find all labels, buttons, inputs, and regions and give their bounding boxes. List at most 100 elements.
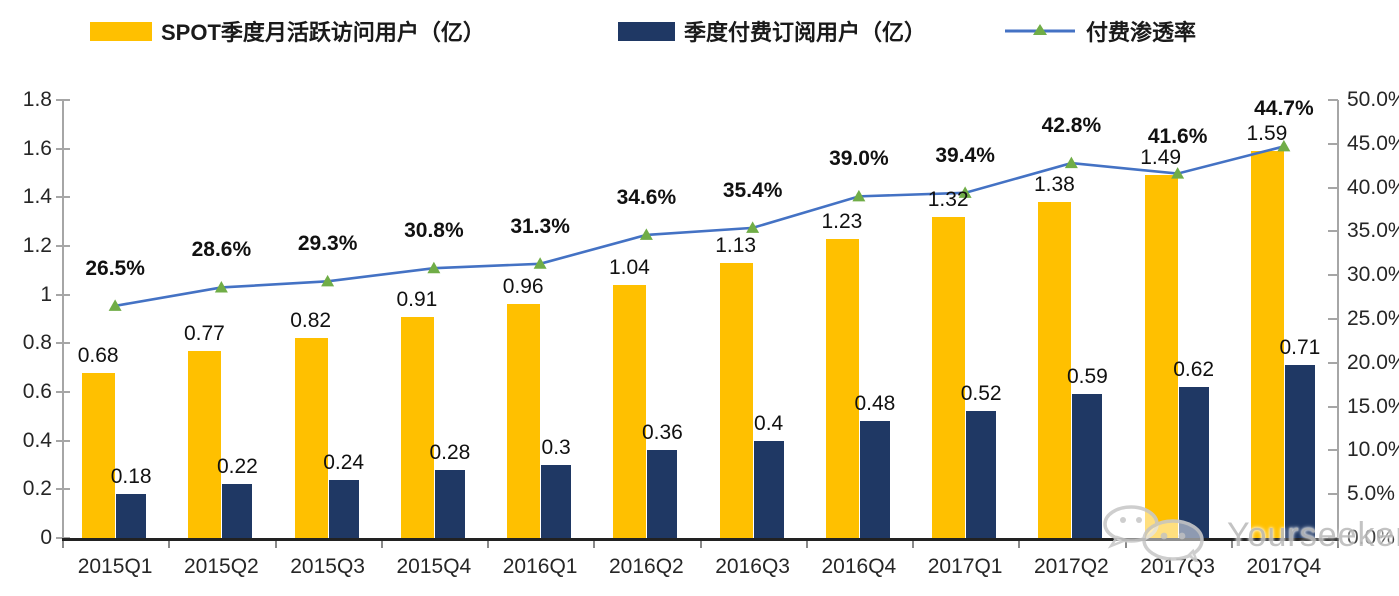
subscriber-bar-value-label: 0.71 — [1279, 336, 1321, 360]
right-axis-tick-label: 35.0% — [1347, 219, 1399, 243]
x-axis-tick — [168, 541, 171, 548]
penetration-value-label: 44.7% — [1254, 97, 1314, 121]
watermark-text: Yourseeker — [1227, 516, 1399, 554]
x-axis-tick — [274, 541, 277, 548]
x-axis-tick — [1124, 541, 1127, 548]
subscriber-bar — [647, 450, 678, 538]
right-axis-tick — [1328, 274, 1338, 277]
left-axis-tick — [56, 488, 70, 491]
legend-subscribers-label: 季度付费订阅用户（亿） — [684, 20, 927, 45]
subscriber-bar — [116, 494, 147, 538]
mau-bar-value-label: 1.23 — [821, 209, 863, 233]
left-axis-tick — [56, 391, 70, 393]
mau-bar — [719, 263, 753, 538]
right-axis-tick-label: 40.0% — [1347, 175, 1399, 199]
right-y-axis-line — [1337, 100, 1339, 538]
right-axis-tick — [1328, 318, 1338, 320]
left-axis-tick-label: 0.2 — [22, 477, 52, 501]
mau-bar-value-label: 1.38 — [1033, 173, 1075, 197]
x-axis-tick — [62, 541, 64, 548]
subscriber-bar-value-label: 0.18 — [110, 465, 152, 489]
legend-item-subscribers: 季度付费订阅用户（亿） — [618, 17, 926, 45]
subscriber-bar-value-label: 0.36 — [641, 421, 683, 445]
wechat-icon — [1093, 504, 1223, 567]
x-axis-category-label: 2016Q3 — [715, 555, 790, 578]
legend-item-mau: SPOT季度月活跃访问用户（亿） — [90, 17, 485, 45]
subscriber-bar-value-label: 0.4 — [754, 411, 784, 435]
penetration-marker-icon — [639, 228, 653, 240]
mau-bar — [825, 238, 859, 538]
left-axis-tick-label: 1.4 — [22, 185, 52, 209]
x-axis-category-label: 2016Q2 — [609, 555, 684, 578]
x-axis-tick — [805, 541, 808, 548]
subscriber-bar-value-label: 0.28 — [429, 440, 471, 464]
mau-bar-value-label: 0.82 — [290, 309, 332, 333]
penetration-value-label: 35.4% — [722, 178, 783, 202]
penetration-legend-line-icon — [1003, 20, 1077, 42]
right-axis-tick-label: 15.0% — [1347, 394, 1399, 418]
x-axis-tick — [1018, 541, 1021, 548]
subscriber-bar — [966, 411, 997, 538]
left-axis-tick — [56, 342, 70, 345]
mau-bar — [613, 284, 647, 538]
subscriber-bar — [1072, 394, 1103, 538]
subscriber-bar — [541, 465, 572, 538]
subscriber-bar — [434, 469, 465, 538]
penetration-value-label: 41.6% — [1147, 124, 1208, 148]
subscriber-bar-value-label: 0.62 — [1173, 358, 1215, 382]
right-axis-tick — [1328, 449, 1338, 452]
x-axis-tick — [593, 541, 596, 548]
right-axis-tick-label: 25.0% — [1347, 307, 1399, 330]
penetration-marker-icon — [746, 221, 760, 233]
mau-bar-value-label: 0.96 — [502, 275, 544, 299]
subscriber-bar-value-label: 0.59 — [1066, 365, 1108, 389]
penetration-marker-icon — [321, 274, 335, 287]
left-axis-tick-label: 1 — [40, 282, 52, 306]
right-axis-tick-label: 45.0% — [1347, 131, 1399, 155]
x-axis-category-label: 2016Q4 — [821, 555, 897, 578]
mau-bar-value-label: 0.91 — [396, 287, 438, 311]
mau-bar — [507, 304, 541, 538]
left-axis-tick — [56, 245, 70, 247]
mau-bar-value-label: 1.59 — [1246, 122, 1288, 146]
x-axis-category-label: 2016Q1 — [502, 555, 578, 578]
subscribers-legend-swatch-icon — [618, 21, 675, 41]
x-axis-category-label: 2017Q4 — [1246, 555, 1322, 578]
legend-item-penetration: 付费渗透率 — [1003, 17, 1196, 45]
right-axis-tick — [1328, 99, 1338, 101]
right-axis-tick-label: 50.0% — [1347, 88, 1399, 111]
x-axis-category-label: 2017Q2 — [1034, 555, 1109, 578]
penetration-marker-icon — [108, 299, 122, 311]
x-axis-line — [62, 538, 1339, 541]
legend-penetration-label: 付费渗透率 — [1086, 20, 1197, 45]
subscriber-bar-value-label: 0.3 — [541, 436, 571, 459]
mau-bar — [188, 350, 222, 538]
right-axis-tick — [1328, 493, 1338, 496]
mau-bar — [294, 338, 328, 538]
x-axis-tick — [1337, 541, 1339, 548]
right-axis-tick-label: 20.0% — [1347, 350, 1399, 374]
subscriber-bar — [222, 484, 253, 538]
penetration-marker-icon — [533, 257, 547, 269]
left-axis-tick — [56, 147, 70, 150]
mau-bar — [400, 316, 434, 538]
x-axis-tick — [487, 541, 489, 548]
subscriber-bar — [1284, 365, 1315, 538]
subscriber-bar-value-label: 0.24 — [323, 450, 365, 474]
right-axis-tick — [1328, 405, 1338, 408]
mau-legend-swatch-icon — [90, 21, 152, 41]
x-axis-tick — [912, 541, 914, 548]
subscriber-bar-value-label: 0.48 — [854, 392, 896, 416]
mau-bar-value-label: 0.68 — [77, 343, 119, 367]
left-axis-tick — [56, 293, 70, 296]
left-axis-tick-label: 1.6 — [22, 136, 52, 160]
right-axis-tick-label: 0.0% — [1347, 526, 1395, 549]
x-axis-tick — [380, 541, 383, 548]
legend-mau-label: SPOT季度月活跃访问用户（亿） — [161, 20, 485, 45]
subscriber-bar — [859, 421, 890, 538]
mau-bar-value-label: 1.13 — [715, 234, 757, 258]
x-axis-category-label: 2015Q2 — [184, 555, 259, 578]
mau-bar — [932, 216, 966, 538]
left-axis-tick — [56, 196, 70, 199]
